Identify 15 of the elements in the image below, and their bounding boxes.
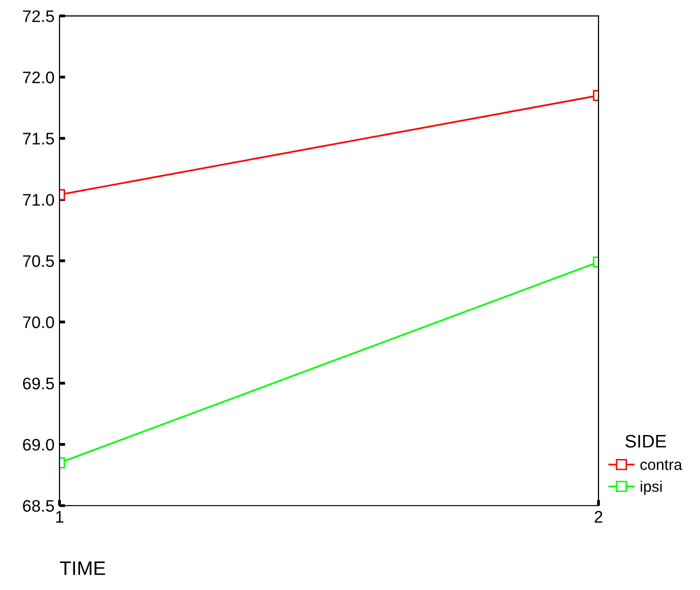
x-axis-title: TIME [60, 561, 106, 575]
y-tick-label: 72.0 [23, 72, 54, 84]
x-tick-label: 2 [594, 510, 602, 523]
y-tick-label: 68.5 [23, 500, 54, 512]
y-tick-label: 70.5 [23, 255, 54, 267]
y-tick-label: 69.0 [23, 438, 54, 451]
y-tick-label: 71.5 [23, 132, 54, 145]
y-tick-label: 71.0 [23, 194, 54, 206]
legend-label: ipsi [640, 480, 662, 495]
legend-title: SIDE [625, 434, 666, 448]
y-tick-label: 69.5 [23, 378, 54, 390]
y-tick-label: 72.5 [23, 10, 54, 22]
legend-label: contra [640, 460, 682, 470]
x-tick-label: 1 [56, 511, 64, 523]
y-tick-label: 70.0 [23, 316, 54, 328]
